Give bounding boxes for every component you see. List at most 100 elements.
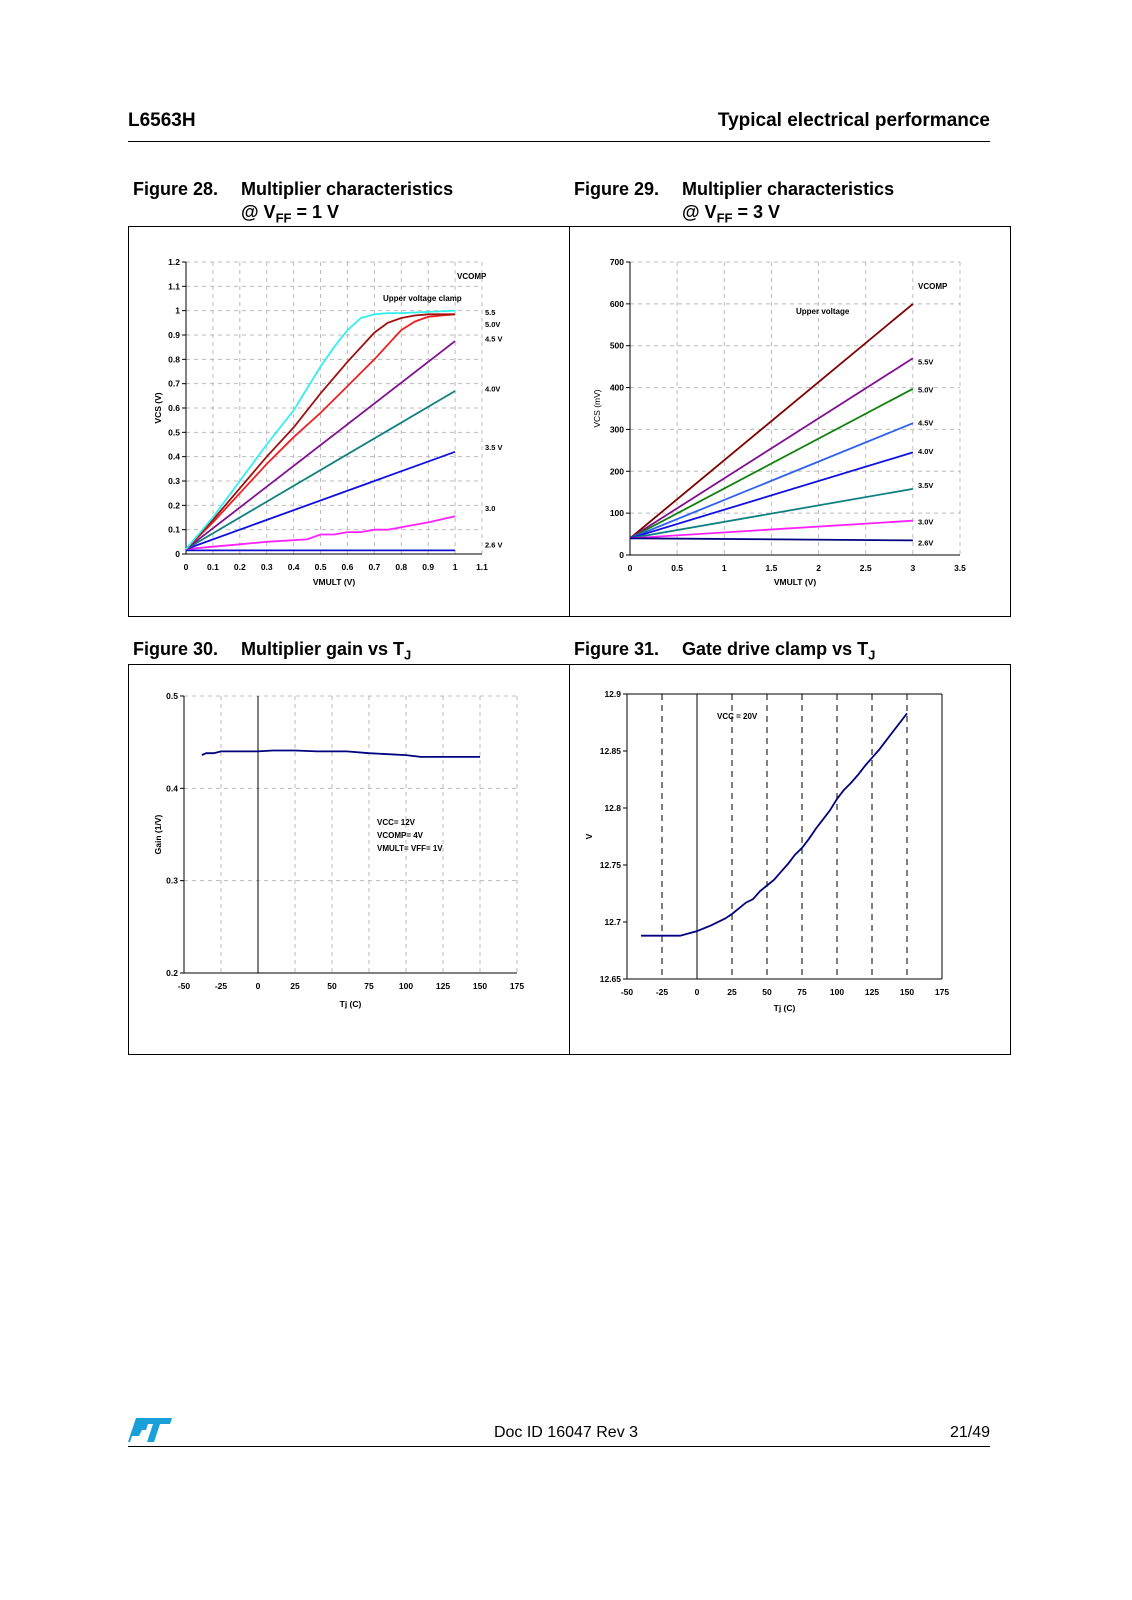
st-logo xyxy=(128,1418,172,1442)
series-label: 3.5V xyxy=(918,481,933,490)
series-line xyxy=(629,451,914,540)
series-line xyxy=(629,537,913,542)
header-product: L6563H xyxy=(128,110,196,131)
y-tick-label: 12.75 xyxy=(600,860,622,870)
series-label: 5.0V xyxy=(485,320,500,329)
x-tick-label: 0.6 xyxy=(342,562,354,572)
x-tick-label: 125 xyxy=(436,981,450,991)
y-tick-label: 200 xyxy=(610,466,624,476)
y-tick-label: 700 xyxy=(610,257,624,267)
x-tick-label: 1 xyxy=(453,562,458,572)
y-tick-label: 0.8 xyxy=(168,354,180,364)
y-tick-label: 12.8 xyxy=(604,803,621,813)
figure-28-title-line1: Multiplier characteristics xyxy=(241,179,454,199)
x-tick-label: 100 xyxy=(399,981,413,991)
chart-annotation: VMULT= VFF= 1V xyxy=(377,844,443,853)
x-tick-label: -25 xyxy=(656,987,669,997)
x-tick-label: 75 xyxy=(797,987,807,997)
x-tick-label: 1.1 xyxy=(476,562,488,572)
x-tick-label: 0 xyxy=(695,987,700,997)
x-tick-label: 75 xyxy=(364,981,374,991)
y-tick-label: 0.2 xyxy=(168,500,180,510)
series-label: 4.0V xyxy=(918,447,933,456)
series-line xyxy=(629,519,913,540)
series-line xyxy=(185,450,456,550)
y-tick-label: 0.5 xyxy=(168,427,180,437)
y-tick-label: 12.85 xyxy=(600,746,622,756)
series-label: 5.0V xyxy=(918,386,933,395)
y-tick-label: 100 xyxy=(610,508,624,518)
chart-annotation: VCC = 20V xyxy=(717,712,758,721)
series-line xyxy=(641,712,908,937)
y-tick-label: 0.3 xyxy=(168,476,180,486)
figure-30-number: Figure 30. xyxy=(133,639,219,659)
header-rule xyxy=(128,141,990,142)
x-tick-label: 2.5 xyxy=(860,563,872,573)
x-tick-label: 0.5 xyxy=(671,563,683,573)
figure-30-title: Figure 30. Multiplier gain vs TJ xyxy=(133,639,412,663)
x-tick-label: 3.5 xyxy=(954,563,966,573)
figure-29-chart: 0 0.5 1 1.5 2 2.5 3 3.5 0 100 200 300 400 500 600 700 VM… xyxy=(592,257,966,587)
x-axis-title: Tj (C) xyxy=(774,1003,796,1013)
figure-31-chart: -50 -25 0 25 50 75 100 125 150 175 12.65 12.7 12.75 1… xyxy=(584,689,949,1013)
chart-annotation: Upper voltage clamp xyxy=(383,294,462,303)
figure-28-title-line2: @ VFF = 1 V xyxy=(241,202,339,226)
footer-doc-id: Doc ID 16047 Rev 3 xyxy=(493,1424,639,1441)
header-section: Typical electrical performance xyxy=(717,110,990,131)
figure-29-title-line2: @ VFF = 3 V xyxy=(682,202,780,226)
y-tick-label: 0.9 xyxy=(168,330,180,340)
x-tick-label: 25 xyxy=(727,987,737,997)
chart-annotation: VCC= 12V xyxy=(377,818,416,827)
figure-29-number: Figure 29. xyxy=(574,179,660,199)
series-label: 5.5 xyxy=(485,308,495,317)
x-tick-label: -50 xyxy=(178,981,191,991)
y-tick-label: 0.3 xyxy=(166,876,178,886)
x-tick-label: 0.2 xyxy=(234,562,246,572)
series-label: 3.0V xyxy=(918,518,933,527)
y-tick-label: 500 xyxy=(610,341,624,351)
figure-28-number: Figure 28. xyxy=(133,179,219,199)
chart-annotation: VCOMP xyxy=(918,282,948,291)
chart-annotation: VCOMP= 4V xyxy=(377,831,424,840)
y-tick-label: 12.9 xyxy=(604,689,621,699)
figure-31-number: Figure 31. xyxy=(574,639,660,659)
x-tick-label: 0.9 xyxy=(422,562,434,572)
figure-29-title-line1: Multiplier characteristics xyxy=(682,179,895,199)
x-tick-label: 2 xyxy=(816,563,821,573)
x-tick-label: 50 xyxy=(327,981,337,991)
y-tick-label: 0.6 xyxy=(168,403,180,413)
chart-annotation: Upper voltage xyxy=(796,307,850,316)
figure-29-title: Figure 29. Multiplier characteristics @ V… xyxy=(574,178,894,230)
y-tick-label: 300 xyxy=(610,424,624,434)
x-tick-label: 0 xyxy=(256,981,261,991)
figure-31-title: Figure 31. Gate drive clamp vs TJ xyxy=(574,639,876,663)
x-tick-label: 0.3 xyxy=(261,562,273,572)
y-tick-label: 1.2 xyxy=(168,257,180,267)
series-label: 5.5V xyxy=(918,358,933,367)
series-line xyxy=(629,422,914,540)
y-tick-label: 0.4 xyxy=(166,783,178,793)
y-tick-label: 400 xyxy=(610,383,624,393)
figure-31-panel: -50 -25 0 25 50 75 100 125 150 175 12.65 12.7 12.75 1… xyxy=(569,664,1011,1055)
x-tick-label: 0 xyxy=(628,563,633,573)
figure-30-panel: -50 -25 0 25 50 75 100 125 150 175 0.2 0.3 0.4 0.5 Tj … xyxy=(128,664,570,1055)
series-label: 4.5 V xyxy=(485,335,503,344)
x-tick-label: 0.5 xyxy=(315,562,327,572)
series-line xyxy=(629,488,914,540)
series-line xyxy=(185,340,456,550)
y-tick-label: 0 xyxy=(619,550,624,560)
figure-29-panel: 0 0.5 1 1.5 2 2.5 3 3.5 0 100 200 300 400 500 600 700 VM… xyxy=(569,226,1011,617)
series-label: 2.6V xyxy=(918,538,933,547)
figure-30-chart: -50 -25 0 25 50 75 100 125 150 175 0.2 0.3 0.4 0.5 Tj … xyxy=(153,691,524,1009)
y-axis-title: VCS (V) xyxy=(153,392,163,423)
series-label: 3.0 xyxy=(485,504,495,513)
series-line xyxy=(185,515,456,550)
x-axis-title: Tj (C) xyxy=(340,999,362,1009)
y-tick-label: 1 xyxy=(175,306,180,316)
y-tick-label: 0.2 xyxy=(166,968,178,978)
x-tick-label: -25 xyxy=(215,981,228,991)
figure-28-title: Figure 28. Multiplier characteristics @ V… xyxy=(133,178,453,230)
y-axis-title: VCS (mV) xyxy=(592,389,602,427)
x-tick-label: 0.8 xyxy=(395,562,407,572)
figure-28-panel: 0 0.1 0.2 0.3 0.4 0.5 0.6 0.7 0.8 0.9 1 1.1 0 0.1 0.2 0… xyxy=(128,226,570,617)
